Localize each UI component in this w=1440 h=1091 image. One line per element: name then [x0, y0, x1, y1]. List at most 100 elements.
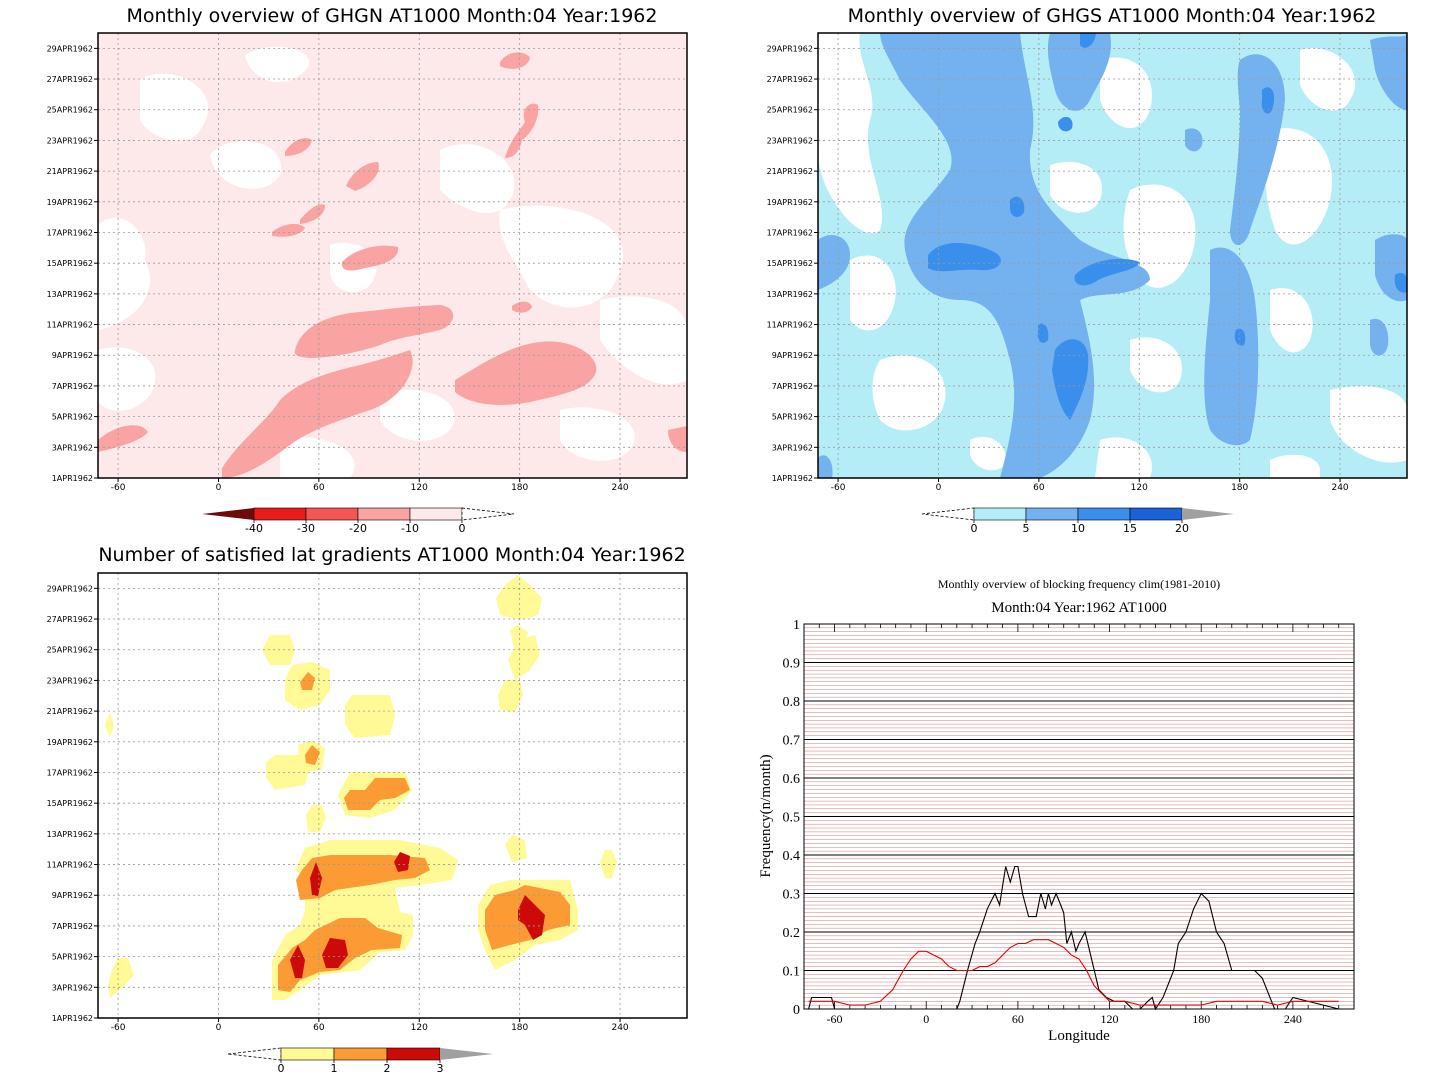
- ghgs-hole: [1264, 128, 1332, 245]
- gradients-colorbar-extension: [227, 1047, 282, 1061]
- ghgn-y-tick-label: 29APR1962: [47, 44, 93, 53]
- ghgs-y-tick-label: 1APR1962: [772, 474, 813, 483]
- ghgs-x-tick-label: 60: [1033, 483, 1045, 493]
- ghgs-colorbar-extension: [921, 507, 975, 521]
- ghgs-level-10-15: [1261, 87, 1275, 114]
- ghgn-y-tick-label: 1APR1962: [52, 474, 93, 483]
- ghgn-negative-region: [346, 162, 379, 191]
- gradients-level-0-1: [345, 695, 395, 738]
- ghgs-hole: [872, 355, 946, 431]
- ghgs-level-5-10: [818, 455, 833, 478]
- blocking-y-tick-label: 0.9: [783, 657, 801, 672]
- ghgs-colorbar-segment: [1025, 507, 1079, 521]
- ghgn-frame: [97, 32, 688, 479]
- gradients-y-tick-label: 3APR1962: [52, 983, 93, 992]
- gradients-colorbar-label: 2: [384, 1062, 391, 1075]
- ghgn-positive-region: [499, 205, 624, 308]
- ghgn-field: [98, 33, 687, 478]
- ghgs-colorbar-extension: [1182, 508, 1234, 520]
- ghgn-y-tick-label: 5APR1962: [52, 413, 93, 422]
- ghgs-hole: [1100, 57, 1152, 129]
- ghgs-colorbar-segment: [1077, 507, 1131, 521]
- gradients-y-tick-label: 21APR1962: [47, 707, 93, 716]
- ghgs-field: [818, 33, 1407, 478]
- blocking-x-tick-label: 0: [923, 1012, 929, 1026]
- ghgs-hole: [1330, 386, 1407, 463]
- ghgn-y-tick-label: 3APR1962: [52, 443, 93, 452]
- ghgs-level-10-15: [1234, 328, 1246, 346]
- ghgs-level-5-10: [1185, 128, 1203, 152]
- ghgn-y-tick-label: 23APR1962: [47, 136, 93, 145]
- gradients-y-tick-label: 13APR1962: [47, 830, 93, 839]
- ghgs-level-5-10: [1370, 318, 1389, 356]
- blocking-x-tick-label: 240: [1284, 1012, 1302, 1026]
- ghgs-x-tick-label: 0: [936, 483, 942, 493]
- gradients-x-tick-label: 240: [611, 1023, 628, 1033]
- ghgs-x-tick-label: 180: [1231, 483, 1248, 493]
- ghgs-y-tick-label: 3APR1962: [772, 443, 813, 452]
- ghgn-negative-region: [272, 223, 305, 237]
- ghgn-y-tick-label: 15APR1962: [47, 259, 93, 268]
- gradients-x-tick-label: -60: [111, 1023, 126, 1033]
- gradients-y-tick-label: 25APR1962: [47, 646, 93, 655]
- ghgs-y-tick-label: 5APR1962: [772, 413, 813, 422]
- blocking-plot: 0 0.1 0.2 0.3 0.4 0.5 0.6 0.7 0.8 0.9 1 -60 0 60 120 18…: [783, 618, 1355, 1026]
- ghgs-colorbar-segment: [1129, 507, 1183, 521]
- ghgn-y-tick-label: 27APR1962: [47, 75, 93, 84]
- ghgn-colorbar: -40 -30 -20 -10 0: [202, 507, 515, 535]
- gradients-level-0-1: [600, 850, 617, 878]
- gradients-axes: -60 0 60 120 180 240 1APR1962 3APR1962 5APR1962 7…: [47, 584, 629, 1033]
- gradients-y-tick-label: 27APR1962: [47, 615, 93, 624]
- ghgs-gridlines: [818, 33, 1407, 478]
- gradients-y-tick-label: 11APR1962: [47, 861, 93, 870]
- ghgn-negative-region: [341, 245, 399, 271]
- gradients-level-2-3: [310, 862, 322, 896]
- ghgn-y-tick-label: 25APR1962: [47, 106, 93, 115]
- gradients-y-tick-label: 5APR1962: [52, 953, 93, 962]
- gradients-colorbar-label: 1: [331, 1062, 338, 1075]
- ghgs-hole: [1050, 161, 1102, 213]
- blocking-x-axis-label: Longitude: [1048, 1028, 1110, 1044]
- ghgn-positive-region: [140, 73, 209, 141]
- blocking-y-tick-label: 0.8: [783, 695, 801, 710]
- gradients-level-1-2: [344, 778, 410, 810]
- ghgn-positive-region: [98, 217, 150, 330]
- ghgs-level-5-10: [1204, 247, 1259, 446]
- gradients-x-tick-label: 120: [411, 1023, 428, 1033]
- gradients-level-1-2: [300, 672, 315, 690]
- blocking-x-tick-label: -60: [827, 1012, 843, 1026]
- ghgs-y-tick-label: 11APR1962: [767, 321, 813, 330]
- gradients-frame: [97, 572, 688, 1019]
- gradients-level-2-3: [394, 852, 410, 872]
- ghgn-x-tick-label: 120: [411, 483, 428, 493]
- ghgn-x-tick-label: 180: [511, 483, 528, 493]
- ghgn-positive-region: [98, 347, 156, 411]
- blocking-y-tick-label: 0.1: [783, 965, 801, 980]
- ghgs-level-10-15: [1394, 272, 1407, 293]
- blocking-y-tick-label: 1: [793, 618, 800, 633]
- gradients-level-0-1: [508, 635, 540, 680]
- blocking-series-1962-line: [808, 865, 1339, 1011]
- gradients-level-0-1: [498, 680, 523, 712]
- ghgn-colorbar-label: -20: [349, 522, 367, 535]
- ghgn-colorbar-extension: [202, 508, 254, 520]
- ghgn-y-tick-label: 19APR1962: [47, 198, 93, 207]
- gradients-level-0-1: [105, 712, 114, 738]
- gradients-x-tick-label: 60: [313, 1023, 325, 1033]
- blocking-series-clim-line: [808, 939, 1339, 1006]
- ghgn-axes: -60 0 60 120 180 240 1APR1962 3APR1962 5APR1962 7…: [47, 44, 629, 493]
- ghgn-positive-region: [440, 144, 515, 214]
- gradients-colorbar-segment: [280, 1047, 335, 1061]
- ghgn-colorbar-label: -40: [245, 522, 263, 535]
- blocking-y-tick-label: 0.2: [783, 926, 801, 941]
- ghgn-colorbar-label: -30: [297, 522, 315, 535]
- ghgs-frame: [817, 32, 1408, 479]
- ghgn-y-tick-label: 7APR1962: [52, 382, 93, 391]
- ghgn-x-tick-label: -60: [111, 483, 126, 493]
- ghgs-y-tick-label: 21APR1962: [767, 167, 813, 176]
- ghgs-y-tick-label: 23APR1962: [767, 136, 813, 145]
- ghgs-hole: [818, 33, 883, 234]
- ghgs-level-10-15: [1074, 258, 1140, 286]
- blocking-y-tick-label: 0: [793, 1003, 800, 1018]
- gradients-level-2-3: [518, 895, 545, 940]
